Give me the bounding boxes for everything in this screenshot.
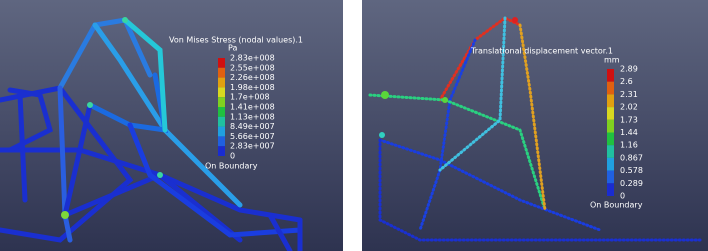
color-bar-segment — [607, 158, 614, 171]
legend-label: 0.867 — [620, 153, 643, 162]
displacement-panel — [362, 0, 708, 251]
legend-label: 1.13e+008 — [230, 112, 275, 121]
color-bar-segment — [218, 78, 225, 88]
color-bar-segment — [607, 82, 614, 95]
color-bar-segment — [607, 107, 614, 120]
legend-label: 1.73 — [620, 115, 638, 124]
legend-label: 8.49e+007 — [230, 122, 275, 131]
color-bar-segment — [607, 133, 614, 146]
legend-footer: On Boundary — [205, 162, 258, 171]
legend-label: 0.578 — [620, 166, 643, 175]
color-bar-segment — [218, 107, 225, 117]
legend-label: 0 — [230, 152, 235, 161]
legend-unit: mm — [604, 56, 620, 65]
legend-label: 1.98e+008 — [230, 83, 275, 92]
figure: Von Mises Stress (nodal values).1Pa2.83e… — [0, 0, 708, 251]
color-bar-segment — [218, 146, 225, 156]
color-bar-segment — [607, 183, 614, 196]
legend-label: 2.31 — [620, 90, 638, 99]
color-bar-segment — [218, 68, 225, 78]
legend-label: 1.16 — [620, 141, 638, 150]
color-bar-segment — [607, 145, 614, 158]
legend-label: 2.26e+008 — [230, 73, 275, 82]
legend-title: Translational displacement vector.1 — [470, 47, 613, 56]
legend-label: 1.44 — [620, 128, 638, 137]
legend-footer: On Boundary — [590, 201, 643, 210]
legend-label: 2.83e+008 — [230, 54, 275, 63]
color-bar-segment — [218, 87, 225, 97]
color-bar-segment — [607, 171, 614, 184]
legend-unit: Pa — [228, 44, 237, 53]
legend-label: 0 — [620, 192, 625, 201]
color-bar-segment — [218, 136, 225, 146]
color-bar-segment — [607, 69, 614, 82]
color-bar-segment — [218, 127, 225, 137]
legend-label: 2.83e+007 — [230, 142, 275, 151]
legend-label: 2.6 — [620, 77, 633, 86]
legend-label: 2.02 — [620, 103, 638, 112]
color-bar-segment — [218, 58, 225, 68]
color-bar-segment — [218, 117, 225, 127]
legend-label: 5.66e+007 — [230, 132, 275, 141]
legend-label: 2.89 — [620, 65, 638, 74]
legend-label: 1.41e+008 — [230, 103, 275, 112]
color-bar-segment — [218, 97, 225, 107]
legend-label: 1.7e+008 — [230, 93, 270, 102]
legend-label: 2.55e+008 — [230, 63, 275, 72]
legend-label: 0.289 — [620, 179, 643, 188]
color-bar-segment — [607, 94, 614, 107]
color-bar-segment — [607, 120, 614, 133]
